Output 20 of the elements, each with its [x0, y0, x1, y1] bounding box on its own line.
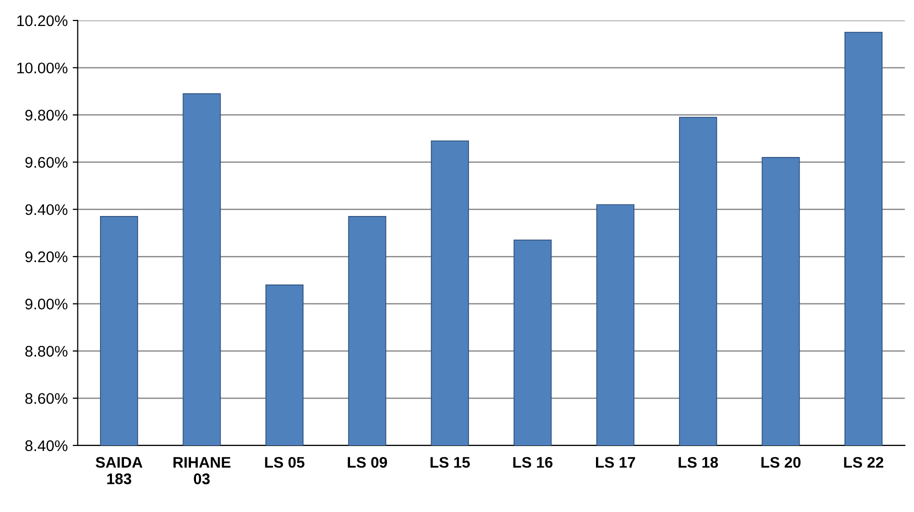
x-tick-label: LS 20	[761, 456, 801, 468]
x-tick-label: LS 05	[265, 456, 304, 468]
y-tick-label: 9.40%	[25, 204, 68, 216]
x-tick-label: LS 16	[513, 456, 552, 468]
y-tick-label: 8.60%	[25, 393, 68, 404]
y-tick-label: 10.00%	[17, 62, 68, 74]
x-tick-label: LS 09	[348, 456, 388, 468]
y-tick-label: 9.80%	[25, 110, 68, 121]
y-tick-label: 9.00%	[25, 298, 68, 310]
y-tick-label: 9.60%	[25, 157, 68, 168]
x-tick-label: RIHANE 03	[174, 457, 230, 484]
x-tick-label: LS 22	[844, 456, 884, 468]
x-tick-label: LS 15	[430, 456, 470, 468]
y-tick-label: 10.20%	[17, 15, 68, 26]
y-tick-label: 8.80%	[25, 346, 68, 357]
x-tick-label: LS 18	[678, 456, 718, 468]
x-tick-label: LS 17	[596, 456, 636, 468]
y-tick-label: 8.40%	[25, 440, 68, 452]
x-tick-label: SAIDA 183	[96, 456, 142, 484]
y-tick-label: 9.20%	[25, 251, 68, 262]
